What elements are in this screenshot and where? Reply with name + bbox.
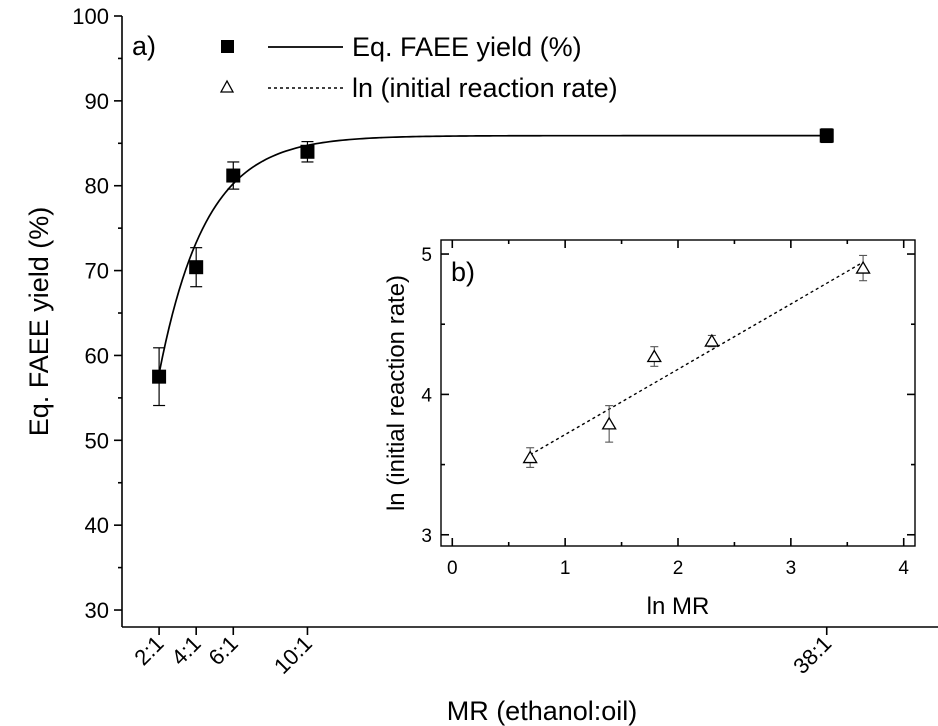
data-point-square — [819, 128, 834, 143]
inset-x-tick-label: 4 — [898, 558, 909, 579]
inset-plot: 0 1 2 3 4 3 4 5 ln MR ln (initial reaction rate) b… — [383, 239, 916, 620]
x-tick-label: 10:1 — [269, 631, 317, 679]
x-axis-title: MR (ethanol:oil) — [447, 696, 638, 726]
y-tick-label: 100 — [72, 4, 109, 29]
data-point-square — [152, 369, 167, 384]
inset-x-axis-title: ln MR — [647, 593, 710, 620]
fit-curve — [158, 134, 827, 374]
legend: Eq. FAEE yield (%) ln (initial reaction r… — [219, 32, 618, 103]
data-point-triangle — [522, 450, 538, 464]
data-point-triangle — [601, 416, 617, 430]
y-tick-label: 50 — [85, 428, 109, 453]
legend-marker-triangle — [219, 79, 235, 93]
inset-x-tick-label: 2 — [673, 558, 684, 579]
inset-x-tick-label: 0 — [447, 558, 458, 579]
x-tick-label: 4:1 — [166, 631, 205, 670]
y-tick-label: 80 — [85, 174, 109, 199]
data-point-triangle — [855, 260, 871, 274]
inset-x-tick-label: 3 — [786, 558, 797, 579]
data-point-square — [189, 260, 204, 275]
inset-frame — [440, 239, 916, 547]
legend-label: Eq. FAEE yield (%) — [352, 32, 582, 62]
y-tick-label: 60 — [85, 343, 109, 368]
x-tick-label: 6:1 — [203, 631, 242, 670]
data-point-square — [226, 168, 241, 183]
x-tick-label: 2:1 — [129, 631, 168, 670]
data-point-triangle — [646, 349, 662, 363]
data-point-square — [300, 144, 315, 159]
y-tick-label: 40 — [85, 513, 109, 538]
panel-label-a: a) — [132, 31, 156, 61]
inset-x-tick-label: 1 — [560, 558, 571, 579]
inset-y-tick-label: 3 — [421, 526, 432, 547]
y-tick-label: 90 — [85, 89, 109, 114]
inset-y-tick-label: 5 — [421, 245, 432, 266]
linear-fit-line — [529, 261, 864, 456]
inset-y-axis-title: ln (initial reaction rate) — [383, 275, 410, 511]
data-point-triangle — [704, 333, 720, 347]
legend-marker-square — [221, 40, 234, 53]
x-tick-label: 38:1 — [788, 631, 836, 679]
y-tick-label: 30 — [85, 598, 109, 623]
legend-label: ln (initial reaction rate) — [352, 73, 618, 103]
inset-y-tick-label: 4 — [421, 385, 432, 406]
y-axis-title: Eq. FAEE yield (%) — [24, 207, 54, 437]
panel-label-b: b) — [451, 257, 475, 287]
y-tick-label: 70 — [85, 259, 109, 284]
